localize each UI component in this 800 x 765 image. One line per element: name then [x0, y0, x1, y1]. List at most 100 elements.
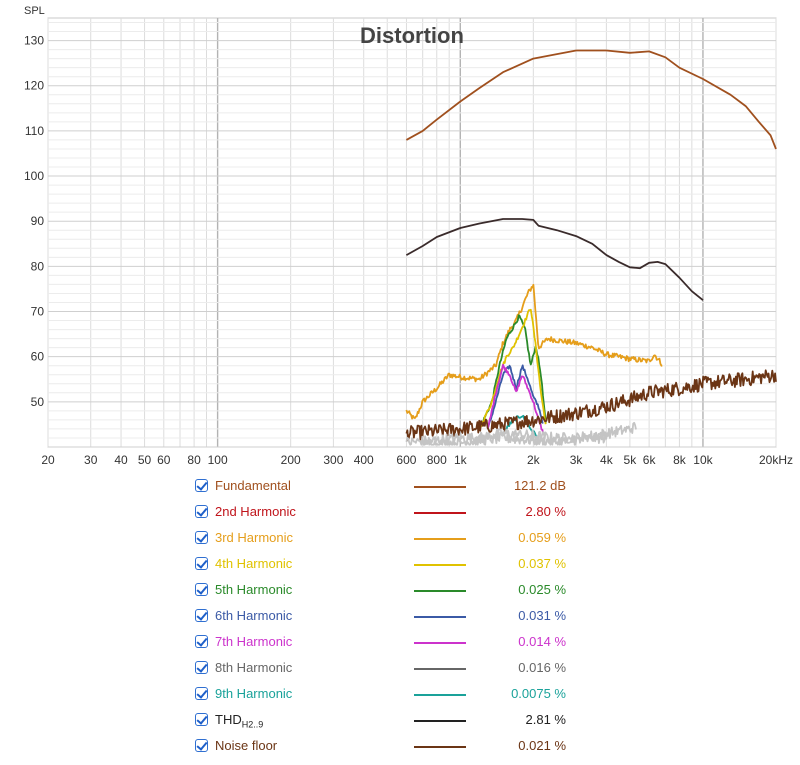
legend-checkbox[interactable] [195, 609, 208, 622]
x-tick-label: 3k [570, 453, 584, 467]
legend-value: 121.2 dB [513, 478, 566, 493]
legend-row: 8th Harmonic 0.016 % [194, 658, 614, 684]
legend-checkbox[interactable] [195, 635, 208, 648]
legend-value: 0.031 % [518, 608, 566, 623]
legend-label: 6th Harmonic [215, 608, 292, 623]
x-tick-label: 60 [157, 453, 171, 467]
legend-swatch [414, 512, 466, 514]
legend-checkbox[interactable] [195, 713, 208, 726]
legend-label-text: 9th Harmonic [215, 686, 293, 701]
series-line-6th-harmonic [487, 364, 544, 428]
legend-label-subscript: H2..9 [241, 719, 264, 730]
series-line-thd [405, 218, 704, 301]
x-tick-label: 100 [208, 453, 228, 467]
legend-value: 0.025 % [518, 582, 566, 597]
legend-label: Noise floor [215, 738, 277, 753]
legend-label-text: THD [215, 712, 242, 727]
legend-label: 8th Harmonic [215, 660, 292, 675]
legend-value: 0.016 % [518, 660, 566, 675]
legend-label-text: Noise floor [215, 738, 278, 753]
legend-label-text: 4th Harmonic [215, 556, 293, 571]
legend-value: 0.0075 % [511, 686, 566, 701]
legend-swatch [414, 564, 466, 566]
legend-checkbox[interactable] [195, 531, 208, 544]
chart-axes: 50 60 70 80 90 100 110 120 130 20 30 40 50 60 80 100 200… [24, 34, 793, 467]
x-tick-label: 80 [187, 453, 201, 467]
legend-value: 0.059 % [518, 530, 566, 545]
legend-row: Fundamental 121.2 dB [194, 476, 614, 502]
legend-swatch [414, 668, 466, 670]
x-tick-label: 5k [624, 453, 638, 467]
legend-row: THDH2..9 2.81 % [194, 710, 614, 736]
legend-value: 0.037 % [518, 556, 566, 571]
legend-checkbox[interactable] [195, 583, 208, 596]
series-line-4th-harmonic [479, 308, 547, 429]
legend-row: 7th Harmonic 0.014 % [194, 632, 614, 658]
legend-value: 2.80 % [525, 504, 566, 519]
x-tick-label: 8k [673, 453, 687, 467]
x-tick-label: 4k [600, 453, 614, 467]
legend-label: 7th Harmonic [215, 634, 292, 649]
legend-label-text: 7th Harmonic [215, 634, 293, 649]
legend-label: 5th Harmonic [215, 582, 292, 597]
y-tick-label: 110 [25, 124, 44, 138]
legend-row: 9th Harmonic 0.0075 % [194, 684, 614, 710]
legend-label-text: Fundamental [215, 478, 291, 493]
legend-swatch [414, 642, 466, 644]
x-tick-label: 200 [281, 453, 301, 467]
legend-value: 0.021 % [518, 738, 566, 753]
legend-checkbox[interactable] [195, 557, 208, 570]
series-line-fundamental [405, 49, 777, 150]
legend-row: 5th Harmonic 0.025 % [194, 580, 614, 606]
legend-checkbox[interactable] [195, 479, 208, 492]
legend-row: 4th Harmonic 0.037 % [194, 554, 614, 580]
legend-label-text: 2nd Harmonic [215, 504, 296, 519]
y-tick-label: 130 [24, 34, 44, 48]
legend-swatch [414, 486, 466, 488]
x-tick-label: 800 [427, 453, 447, 467]
y-tick-label: 100 [24, 169, 44, 183]
legend-swatch [414, 694, 466, 696]
legend-checkbox[interactable] [195, 687, 208, 700]
legend-label-text: 5th Harmonic [215, 582, 293, 597]
legend-checkbox[interactable] [195, 661, 208, 674]
legend-value: 2.81 % [525, 712, 566, 727]
x-tick-label: 20 [41, 453, 55, 467]
x-tick-label: 40 [114, 453, 128, 467]
y-tick-label: 50 [31, 395, 45, 409]
legend-swatch [414, 616, 466, 618]
x-tick-label: 6k [643, 453, 657, 467]
x-tick-label: 30 [84, 453, 98, 467]
legend-row: Noise floor 0.021 % [194, 736, 614, 762]
legend-checkbox[interactable] [195, 739, 208, 752]
legend-label: THDH2..9 [215, 712, 263, 730]
legend-row: 2nd Harmonic 2.80 % [194, 502, 614, 528]
legend-row: 3rd Harmonic 0.059 % [194, 528, 614, 554]
legend-label: 2nd Harmonic [215, 504, 296, 519]
legend-label-text: 6th Harmonic [215, 608, 293, 623]
y-tick-label: 70 [31, 305, 45, 319]
x-tick-label: 1k [454, 453, 468, 467]
series-line-8th-harmonic [421, 431, 608, 446]
series-line-7th-harmonic [487, 363, 545, 436]
legend-value: 0.014 % [518, 634, 566, 649]
x-tick-label: 300 [323, 453, 343, 467]
legend-swatch [414, 590, 466, 592]
x-tick-label: 2k [527, 453, 541, 467]
legend-label: 4th Harmonic [215, 556, 292, 571]
x-tick-label: 10k [693, 453, 713, 467]
legend-label-text: 3rd Harmonic [215, 530, 294, 545]
y-tick-label: 80 [31, 259, 45, 273]
legend: Fundamental 121.2 dB 2nd Harmonic 2.80 % 3rd… [194, 476, 614, 762]
plot-area [47, 17, 777, 448]
legend-swatch [414, 720, 466, 722]
legend-label: 3rd Harmonic [215, 530, 293, 545]
x-tick-label: 50 [138, 453, 152, 467]
legend-swatch [414, 538, 466, 540]
y-tick-label: 120 [24, 79, 44, 93]
legend-checkbox[interactable] [195, 505, 208, 518]
legend-swatch [414, 746, 466, 748]
x-tick-label: 400 [354, 453, 374, 467]
x-tick-label: 20kHz [759, 453, 793, 467]
chart-series [405, 49, 777, 446]
